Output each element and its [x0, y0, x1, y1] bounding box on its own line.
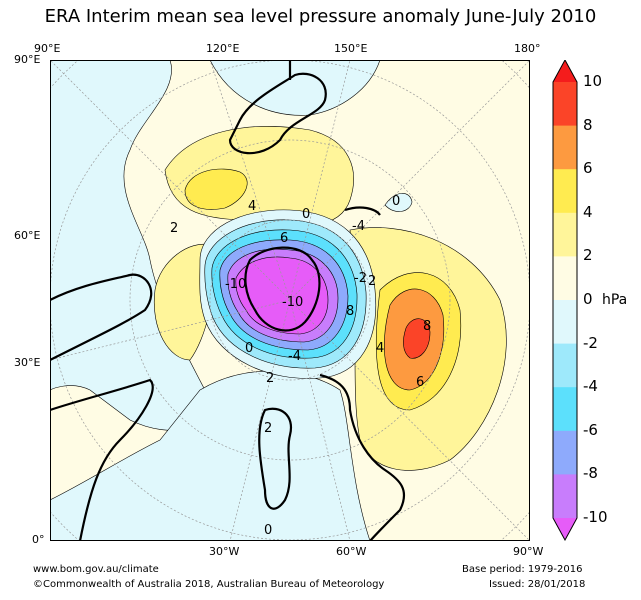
contour-label: -4	[352, 219, 365, 234]
colorbar-tick-label: 4	[583, 202, 593, 221]
colorbar-segment	[553, 169, 577, 214]
high-4-north	[184, 168, 248, 210]
contour-label: 4	[248, 199, 256, 214]
bottom-lon-label: 90°W	[513, 545, 544, 558]
footer-issued: Issued: 28/01/2018	[489, 579, 586, 590]
colorbar-unit: hPa	[602, 292, 628, 308]
contour-label: 6	[416, 375, 424, 390]
contour-label: 2	[170, 221, 178, 236]
colorbar-segment	[553, 125, 577, 170]
colorbar-tick-label: -8	[583, 464, 598, 483]
contour-label: -10	[282, 295, 303, 310]
contour-label: 2	[368, 274, 376, 289]
colorbar-segment	[553, 82, 577, 127]
top-lon-label: 150°E	[334, 42, 368, 55]
contour-label: 4	[376, 341, 384, 356]
footer-copyright: ©Commonwealth of Australia 2018, Austral…	[33, 579, 385, 590]
colorbar-over-triangle	[553, 60, 577, 82]
contour-label: -4	[288, 349, 301, 364]
contour-label: 2	[264, 421, 272, 436]
left-lon-label: 0°	[32, 533, 45, 546]
contour-label: -2	[354, 271, 367, 286]
colorbar-tick-label: 8	[583, 115, 593, 134]
footer-base-period: Base period: 1979-2016	[462, 564, 583, 575]
contour-label: 8	[423, 319, 431, 334]
colorbar-tick-label: 0	[583, 290, 593, 308]
coastlines	[50, 60, 406, 541]
contour-label: 6	[280, 231, 288, 246]
contour-label: 0	[245, 341, 253, 356]
colorbar-outline	[552, 60, 578, 541]
contour-label: 0	[302, 207, 310, 222]
colorbar-tick-label: -4	[583, 377, 598, 396]
left-lon-label: 90°E	[14, 53, 41, 66]
colorbar-tick-label: -10	[583, 508, 608, 526]
contour-labels: 4 0 2 6 -10 -10 8 -2 2 -4 0 4 8 6 2 0 2 …	[170, 194, 431, 538]
colorbar-segment	[553, 387, 577, 432]
contour-label: 2	[266, 371, 274, 386]
contour-label: 0	[264, 523, 272, 538]
pressure-anomaly-map: 4 0 2 6 -10 -10 8 -2 2 -4 0 4 8 6 2 0 2 …	[50, 60, 530, 541]
top-lon-label: 90°E	[34, 42, 61, 55]
bottom-lon-label: 60°W	[336, 545, 367, 558]
colorbar-segment	[553, 430, 577, 475]
colorbar-segment	[553, 300, 577, 345]
colorbar-tick-label: 2	[583, 246, 593, 265]
bottom-lon-label: 30°W	[209, 545, 240, 558]
colorbar-tick-label: -2	[583, 333, 598, 352]
top-lon-label: 180°	[514, 42, 541, 55]
colorbar-segment	[553, 212, 577, 257]
footer-url: www.bom.gov.au/climate	[33, 564, 159, 575]
colorbar-tick-label: 10	[583, 72, 603, 90]
colorbar-segment	[553, 256, 577, 301]
colorbar-under-triangle	[553, 518, 577, 540]
colorbar-tick-label: -6	[583, 420, 598, 439]
high-8-east	[403, 318, 431, 359]
map-frame	[50, 60, 530, 541]
colorbar	[552, 60, 578, 541]
map-title: ERA Interim mean sea level pressure anom…	[44, 6, 597, 27]
colorbar-segment	[553, 343, 577, 388]
contour-label: -10	[225, 277, 246, 292]
colorbar-segment	[553, 474, 577, 519]
colorbar-tick-label: 6	[583, 159, 593, 178]
top-lon-label: 120°E	[206, 42, 240, 55]
contour-label: 8	[346, 304, 354, 319]
left-lon-label: 30°E	[14, 356, 41, 369]
left-lon-label: 60°E	[14, 229, 41, 242]
contour-label: 0	[392, 194, 400, 209]
